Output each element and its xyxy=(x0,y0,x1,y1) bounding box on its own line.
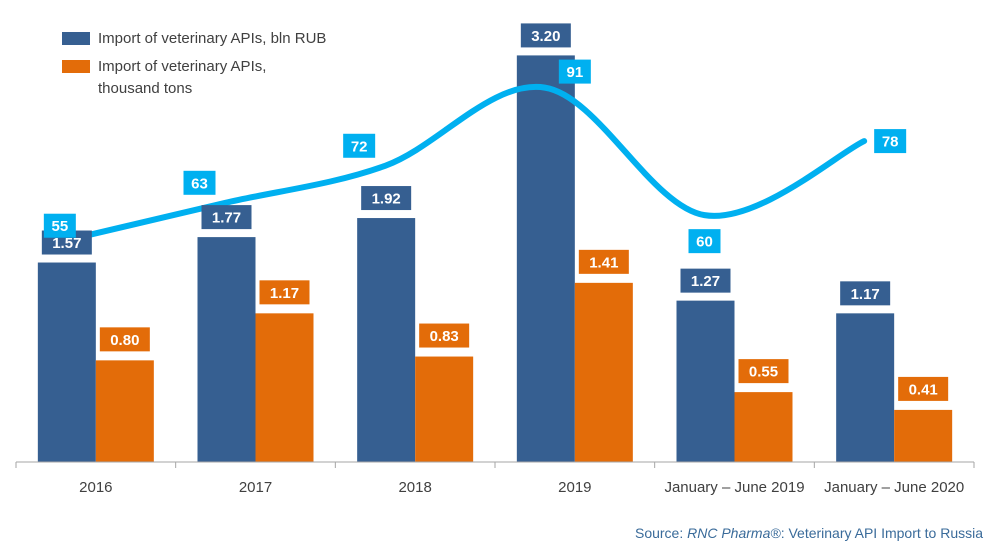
data-label-line-bg xyxy=(43,213,76,238)
data-label-volume-bg xyxy=(898,376,949,401)
data-label-volume: 1.41 xyxy=(578,249,629,274)
data-label-value: 1.17 xyxy=(840,281,891,306)
x-tick-label: January – June 2019 xyxy=(664,479,804,496)
labels-layer: 1.57 0.80 1.77 1.17 1.92 0.83 3.20 1.41 1.27 0.55… xyxy=(41,23,949,401)
data-label-volume-text: 0.83 xyxy=(430,328,459,345)
data-label-volume-text: 1.41 xyxy=(589,254,618,271)
bar-volume xyxy=(894,409,953,462)
data-label-value-text: 1.92 xyxy=(372,191,401,208)
bar-value xyxy=(357,218,416,462)
source-brand: RNC Pharma® xyxy=(687,525,781,541)
data-label-line: 78 xyxy=(874,129,907,154)
x-tick-label: 2017 xyxy=(239,479,272,496)
data-label-line-text: 91 xyxy=(566,64,583,81)
data-label-value: 1.27 xyxy=(680,268,731,293)
x-axis: 2016 2017 2018 2019 January – June 2019 Janua… xyxy=(15,461,975,496)
x-tick-label: 2018 xyxy=(398,479,431,496)
data-label-value-bg xyxy=(680,268,731,293)
data-label-value-text: 1.57 xyxy=(52,235,81,252)
x-tick-label: 2019 xyxy=(558,479,591,496)
data-label-line: 91 xyxy=(558,59,591,84)
bar-value xyxy=(676,300,735,462)
line-layer xyxy=(82,83,868,239)
data-label-line-text: 60 xyxy=(696,234,713,251)
bar-volume xyxy=(95,360,154,462)
data-label-volume-text: 0.41 xyxy=(909,381,938,398)
data-label-line-bg xyxy=(688,229,721,254)
data-label-line: 55 xyxy=(43,213,76,238)
data-label-volume-bg xyxy=(99,327,150,352)
data-label-volume-bg xyxy=(419,323,470,348)
data-label-value: 1.92 xyxy=(361,186,412,211)
source-prefix: Source: xyxy=(634,525,688,541)
bar-volume xyxy=(734,392,793,462)
data-label-value-text: 3.20 xyxy=(531,28,560,45)
data-label-volume-text: 1.17 xyxy=(270,285,299,302)
source-suffix: : Veterinary API Import to Russia xyxy=(780,525,983,541)
bar-value xyxy=(836,313,895,462)
data-label-line-text: 78 xyxy=(882,134,899,151)
bars-layer xyxy=(37,55,953,462)
data-label-volume: 0.41 xyxy=(898,376,949,401)
x-tick-label: January – June 2020 xyxy=(824,479,964,496)
legend: Import of veterinary APIs, bln RUB Impor… xyxy=(62,28,332,100)
bar-volume xyxy=(574,282,633,462)
legend-swatch-volume xyxy=(62,60,90,73)
line-series xyxy=(82,83,868,239)
data-label-value: 3.20 xyxy=(520,23,571,48)
data-label-value-text: 1.77 xyxy=(212,210,241,227)
data-label-value: 1.77 xyxy=(201,205,252,230)
data-label-volume-text: 0.80 xyxy=(110,332,139,349)
data-label-value-bg xyxy=(520,23,571,48)
data-label-line-bg xyxy=(183,170,216,195)
bar-volume xyxy=(415,356,474,462)
data-label-line-text: 55 xyxy=(51,218,68,235)
data-label-value-bg xyxy=(201,205,252,230)
data-label-volume-bg xyxy=(578,249,629,274)
source-note: Source: RNC Pharma®: Veterinary API Impo… xyxy=(635,525,983,541)
data-label-line-text: 72 xyxy=(351,138,368,155)
data-label-line-bg xyxy=(343,133,376,158)
data-label-volume: 0.83 xyxy=(419,323,470,348)
data-label-volume: 1.17 xyxy=(259,280,310,305)
data-label-line: 63 xyxy=(183,170,216,195)
data-label-value-bg xyxy=(840,281,891,306)
bar-value xyxy=(197,237,256,462)
bar-volume xyxy=(255,313,314,462)
data-label-line: 72 xyxy=(343,133,376,158)
data-label-volume-bg xyxy=(738,359,789,384)
data-label-volume: 0.55 xyxy=(738,359,789,384)
data-label-line: 60 xyxy=(688,229,721,254)
data-label-value-text: 1.27 xyxy=(691,273,720,290)
data-label-volume: 0.80 xyxy=(99,327,150,352)
data-label-line-text: 63 xyxy=(191,175,208,192)
data-label-volume-text: 0.55 xyxy=(749,364,778,381)
legend-label-value: Import of veterinary APIs, bln RUB xyxy=(98,30,327,47)
data-label-volume-bg xyxy=(259,280,310,305)
data-label-line-bg xyxy=(558,59,591,84)
data-label-line-bg xyxy=(874,129,907,154)
legend-item-volume: Import of veterinary APIs, thousand tons xyxy=(62,56,332,100)
legend-swatch-value xyxy=(62,32,90,45)
x-tick-label: 2016 xyxy=(79,479,112,496)
bar-value xyxy=(516,55,575,462)
legend-label-volume: Import of veterinary APIs, thousand tons xyxy=(98,58,267,97)
bar-value xyxy=(37,262,96,462)
data-label-value-bg xyxy=(361,186,412,211)
data-label-value-text: 1.17 xyxy=(851,286,880,303)
legend-item-value: Import of veterinary APIs, bln RUB xyxy=(62,28,332,50)
